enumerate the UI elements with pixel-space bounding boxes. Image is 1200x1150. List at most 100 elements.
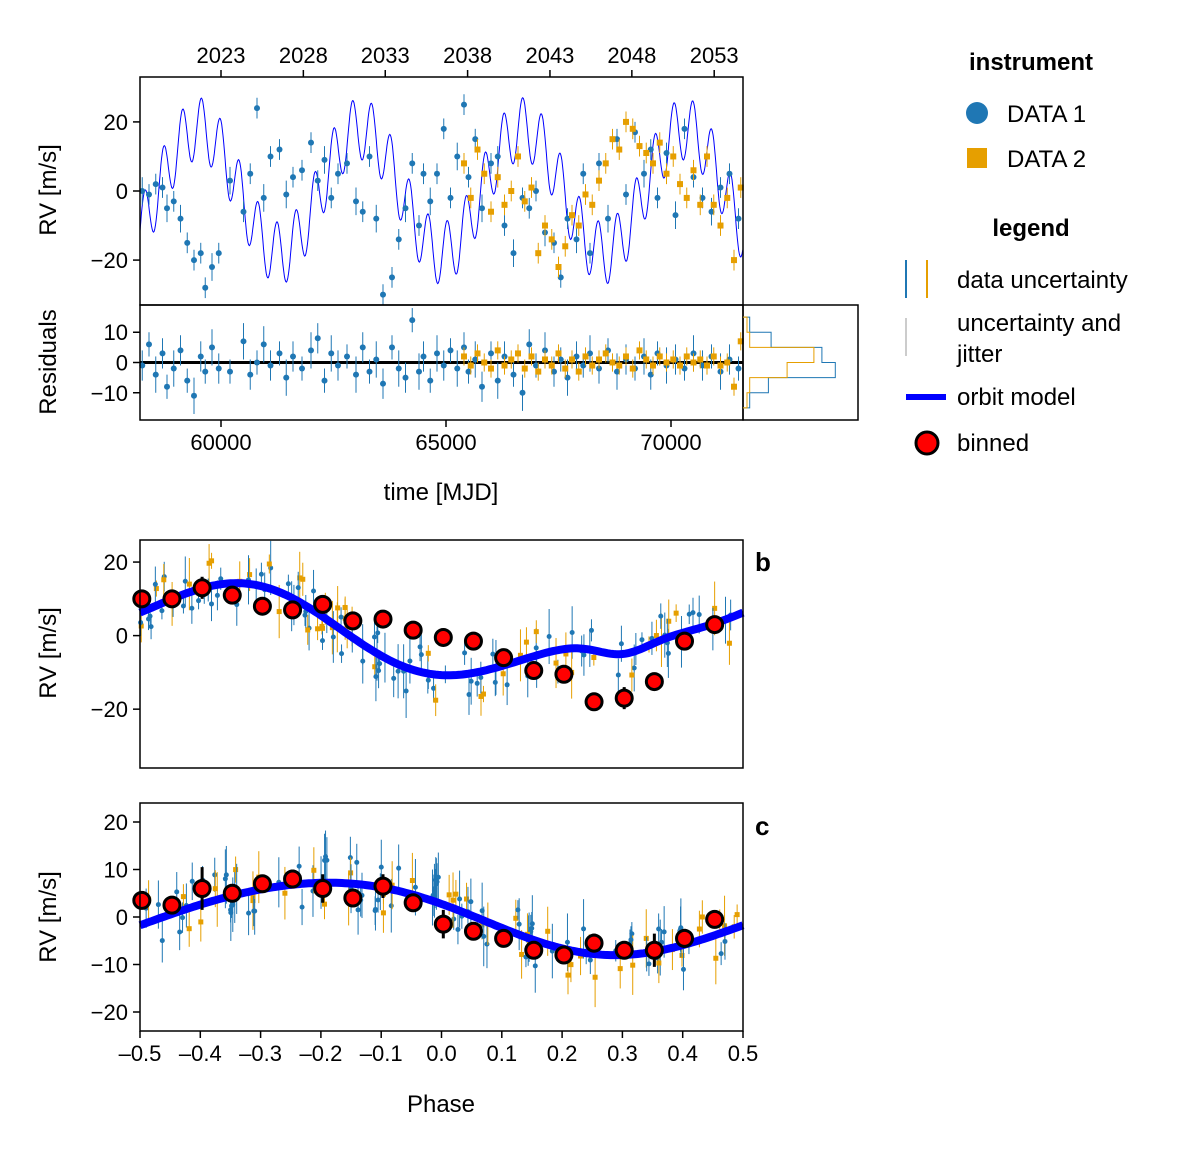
observation-point (618, 641, 624, 647)
residual-data2-point (494, 347, 501, 354)
phase-axis-xtick-label: –0.5 (119, 1041, 162, 1066)
observation-point (565, 972, 571, 978)
observation-point (504, 682, 510, 688)
observation-point (563, 651, 569, 657)
data2-point (528, 184, 535, 191)
binned-point (403, 620, 423, 640)
residual-data2-point (643, 356, 650, 363)
binned-point (222, 585, 242, 605)
observation-point (372, 906, 378, 912)
data2-point (656, 139, 663, 146)
data2-point (683, 194, 690, 201)
data2-point (542, 222, 548, 229)
residual-data1-point (373, 356, 380, 363)
observation-point (380, 910, 386, 916)
residual-data2-point (501, 362, 508, 369)
observation-point (282, 890, 288, 896)
data1-point (699, 194, 706, 201)
residual-data1-point (209, 344, 215, 351)
observation-point (258, 571, 264, 577)
residual-data1-point (164, 383, 170, 390)
observation-point (517, 652, 523, 658)
residual-data2-point (575, 368, 582, 375)
data1-point (420, 170, 427, 177)
residual-data1-point (308, 347, 314, 354)
observation-point (403, 688, 409, 694)
data1-point (654, 194, 661, 201)
data2-point (515, 153, 521, 160)
residual-data1-point (564, 374, 571, 381)
observation-point (360, 658, 366, 664)
data1-point (299, 167, 305, 174)
observation-point (425, 677, 431, 683)
observation-point (564, 939, 570, 945)
observation-point (377, 661, 383, 667)
data1-point (389, 274, 395, 281)
residual-data2-point (731, 383, 737, 390)
residual-data2-point (616, 362, 623, 369)
data2-point (488, 208, 494, 215)
observation-point (297, 575, 303, 581)
data1-point (380, 291, 386, 298)
residual-data1-point (366, 368, 373, 375)
residual-data1-point (328, 350, 335, 357)
binned-point (433, 627, 453, 647)
observation-point (372, 664, 378, 670)
residual-data2-point (697, 356, 704, 363)
residual-data2-point (515, 350, 521, 357)
data2-point (650, 160, 656, 167)
observation-point (519, 951, 525, 957)
observation-point (431, 685, 437, 691)
binned-point (584, 933, 604, 953)
data1-point (488, 160, 494, 167)
phase-axis-xtick-label: –0.1 (360, 1041, 403, 1066)
data1-point (164, 205, 170, 212)
residual-data1-point (267, 362, 274, 369)
data2-point (589, 201, 596, 208)
data2-point (663, 170, 670, 177)
observation-point (373, 674, 379, 680)
observation-point (138, 623, 144, 629)
phase-axis-label: Phase (407, 1091, 475, 1118)
residual-data2-point (683, 353, 690, 360)
time-ytick-label: 20 (104, 110, 128, 135)
data2-point (710, 201, 717, 208)
observation-point (492, 679, 498, 685)
observation-point (591, 654, 597, 660)
observation-point (159, 938, 165, 944)
observation-point (311, 588, 317, 594)
data2-point (494, 174, 501, 181)
observation-point (375, 897, 381, 903)
residual-data1-point (614, 368, 620, 375)
residual-data2-point (535, 368, 542, 375)
data1-point (440, 125, 447, 132)
data2-point (501, 201, 508, 208)
residual-data1-point (479, 383, 485, 390)
residual-data1-point (380, 380, 386, 387)
residual-data1-point (146, 341, 152, 348)
data1-point (152, 181, 159, 188)
observation-point (468, 899, 474, 905)
observation-point (545, 928, 551, 934)
residual-data1-point (465, 368, 472, 375)
observation-point (206, 560, 212, 566)
observation-point (285, 581, 291, 587)
data1-point (416, 222, 422, 229)
residual-data1-point (344, 353, 350, 360)
observation-point (159, 608, 165, 614)
binned-point (463, 921, 483, 941)
observation-point (378, 864, 384, 870)
residual-data1-point (472, 356, 479, 363)
residual-data2-point (481, 359, 488, 366)
residual-data1-point (191, 392, 197, 399)
data2-point (582, 191, 589, 198)
residual-data1-point (454, 365, 461, 372)
observation-point (446, 892, 452, 898)
observation-point (581, 926, 587, 932)
data2-point (575, 222, 582, 229)
observation-point (300, 576, 306, 582)
observation-point (375, 630, 381, 636)
observation-point (617, 966, 623, 972)
observation-point (453, 891, 459, 897)
residual-data1-point (557, 356, 564, 363)
